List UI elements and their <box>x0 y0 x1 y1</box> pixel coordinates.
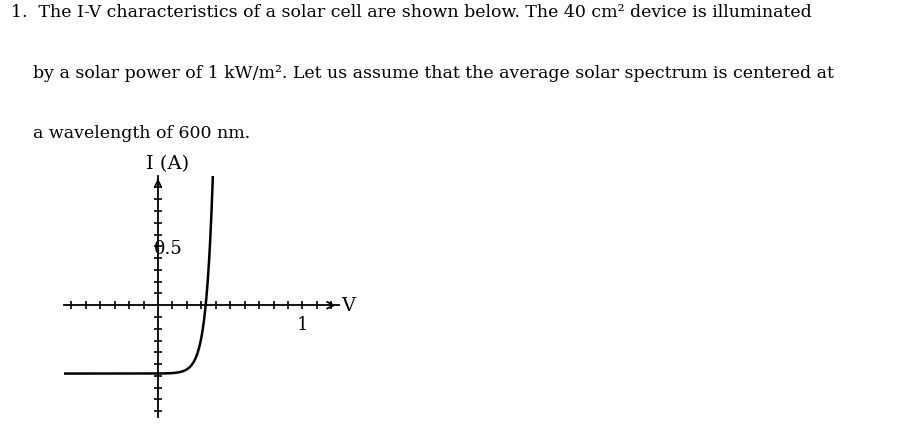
Text: by a solar power of 1 kW/m². Let us assume that the average solar spectrum is ce: by a solar power of 1 kW/m². Let us assu… <box>11 64 834 81</box>
Text: V: V <box>341 297 356 314</box>
Text: I (A): I (A) <box>146 155 189 173</box>
Text: a wavelength of 600 nm.: a wavelength of 600 nm. <box>11 125 250 141</box>
Text: 1.  The I-V characteristics of a solar cell are shown below. The 40 cm² device i: 1. The I-V characteristics of a solar ce… <box>11 4 812 21</box>
